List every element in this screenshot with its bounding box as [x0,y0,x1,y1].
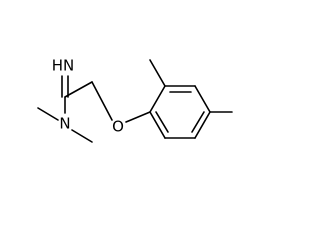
bond [194,111,211,139]
bond [125,111,151,123]
bond [149,111,166,139]
atom-label: O [112,118,124,136]
bond [149,59,166,87]
bond [91,81,113,121]
bonds [37,59,233,143]
atom-label: HN [52,57,75,75]
bond [71,129,93,143]
bond [194,85,211,113]
bond [64,81,93,98]
atom-label: N [59,115,70,133]
bond [149,85,166,113]
bond [155,111,169,133]
bond [37,107,59,121]
molecule: HN N O [37,57,233,143]
bond [191,111,205,133]
